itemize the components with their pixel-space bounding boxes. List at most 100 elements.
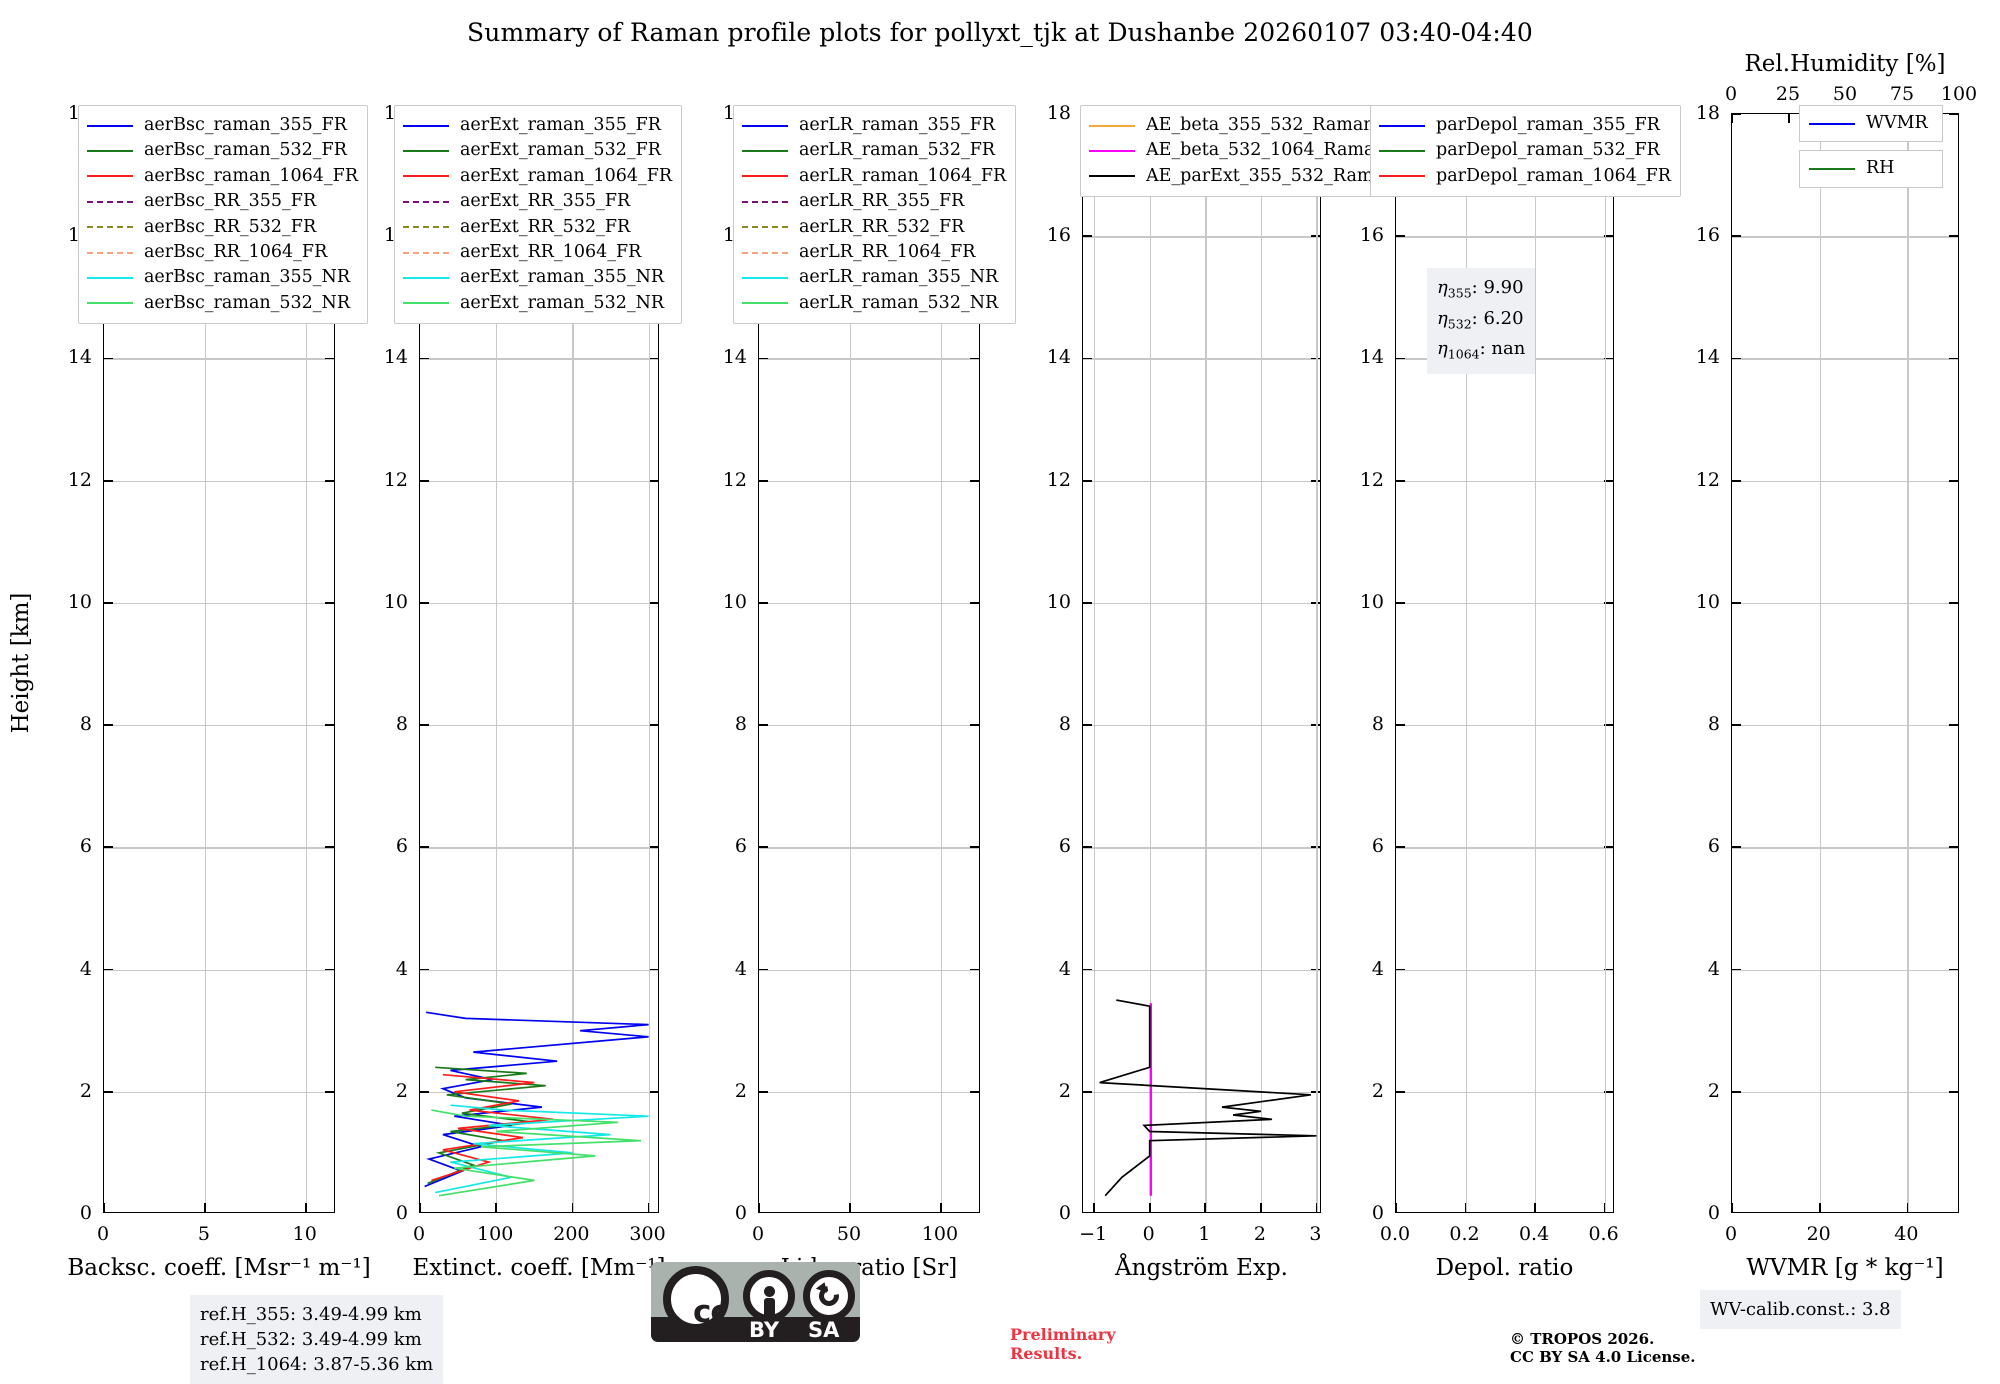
legend-item[interactable]: aerBsc_RR_1064_FR: [87, 240, 358, 265]
gridline-horizontal: [1732, 1091, 1958, 1094]
y-tick-mark: [649, 602, 658, 604]
legend-item[interactable]: aerLR_raman_532_FR: [742, 138, 1006, 163]
y-tick-mark: [104, 479, 113, 482]
y-tick-mark: [325, 602, 334, 604]
gridline-vertical: [572, 114, 574, 1212]
legend-label: aerExt_raman_355_NR: [460, 267, 665, 288]
x-tick-label: 5: [197, 1223, 210, 1245]
legend-item[interactable]: aerExt_raman_355_FR: [403, 113, 672, 138]
legend-item[interactable]: aerLR_raman_1064_FR: [742, 164, 1006, 189]
legend-item[interactable]: aerBsc_RR_355_FR: [87, 189, 358, 214]
gridline-vertical: [1260, 114, 1263, 1212]
gridline-horizontal: [1083, 602, 1320, 605]
y-tick-label: 14: [383, 346, 408, 369]
legend-line-swatch: [87, 124, 133, 127]
legend-item[interactable]: aerExt_RR_355_FR: [403, 189, 672, 214]
legend-item[interactable]: aerBsc_raman_355_NR: [87, 265, 358, 290]
gridline-horizontal: [104, 480, 334, 482]
legend-item[interactable]: aerBsc_RR_532_FR: [87, 215, 358, 240]
legend-item[interactable]: RH: [1799, 150, 1943, 188]
legend-item[interactable]: aerExt_raman_532_FR: [403, 138, 672, 163]
y-tick-label: 0: [1707, 1202, 1720, 1224]
legend-item[interactable]: AE_beta_355_532_Raman_FR: [1089, 113, 1429, 138]
x-tick-mark: [1260, 1203, 1262, 1212]
gridline-horizontal: [759, 969, 979, 971]
plot-panel-angstrom: 0 2 4 6 8 10 12 14 16 18 −1 0 1 2 3 Ångström Exp. AE_bet…: [1047, 102, 1536, 1281]
eta-subscript: 532: [1447, 316, 1472, 332]
eta-subscript: 1064: [1447, 346, 1480, 362]
legend-item[interactable]: aerBsc_raman_355_FR: [87, 113, 358, 138]
legend-item[interactable]: aerExt_raman_1064_FR: [403, 164, 672, 189]
legend-item[interactable]: parDepol_raman_1064_FR: [1379, 164, 1671, 189]
legend-item[interactable]: aerLR_raman_355_NR: [742, 265, 1006, 290]
legend-line-swatch: [403, 175, 449, 178]
y-tick-mark: [1083, 724, 1092, 726]
x-tick-mark-top: [1788, 114, 1790, 123]
legend-item[interactable]: WVMR: [1799, 105, 1943, 143]
preliminary-line-1: Preliminary: [1010, 1325, 1116, 1344]
eta-value: : 9.90: [1471, 277, 1524, 298]
y-tick-mark: [1083, 846, 1092, 849]
legend-label: aerBsc_raman_1064_FR: [144, 165, 358, 186]
legend-depol-ratio: parDepol_raman_355_FR parDepol_raman_532_…: [1370, 105, 1681, 198]
legend-item[interactable]: parDepol_raman_532_FR: [1379, 138, 1671, 163]
legend-item[interactable]: aerLR_raman_532_NR: [742, 291, 1006, 316]
y-tick-label: 14: [67, 346, 92, 369]
axis-title-angstrom: Ångström Exp.: [1115, 1255, 1288, 1281]
legend-item[interactable]: aerExt_raman_355_NR: [403, 265, 672, 290]
x-tick-mark: [1148, 1203, 1151, 1212]
legend-item[interactable]: aerBsc_raman_532_FR: [87, 138, 358, 163]
gridline-horizontal: [104, 602, 334, 605]
legend-item[interactable]: aerExt_raman_532_NR: [403, 291, 672, 316]
gridline-horizontal: [1083, 236, 1320, 238]
legend-item[interactable]: aerBsc_raman_532_NR: [87, 291, 358, 316]
legend-label: aerLR_raman_532_NR: [799, 292, 999, 313]
legend-item[interactable]: AE_parExt_355_532_Raman_FR: [1089, 164, 1429, 189]
legend-item[interactable]: parDepol_raman_355_FR: [1379, 113, 1671, 138]
x-tick-mark: [420, 1203, 421, 1212]
data-curves-extinction: [424, 1011, 649, 1197]
copyright-line-1: © TROPOS 2026.: [1510, 1330, 1655, 1348]
legend-label: aerExt_raman_532_FR: [460, 140, 661, 161]
gridline-horizontal: [1083, 480, 1320, 482]
y-tick-mark: [1949, 968, 1958, 971]
legend-item[interactable]: aerLR_RR_355_FR: [742, 189, 1006, 214]
legend-item[interactable]: aerLR_RR_532_FR: [742, 215, 1006, 240]
y-tick-label: 12: [1695, 468, 1720, 491]
legend-label: aerExt_RR_532_FR: [460, 216, 631, 237]
y-tick-mark: [1311, 357, 1320, 360]
legend-line-swatch: [742, 150, 788, 153]
legend-item[interactable]: AE_beta_532_1064_Raman_FR: [1089, 138, 1429, 163]
gridline-horizontal: [420, 1091, 658, 1094]
eta-value: : nan: [1479, 338, 1526, 360]
gridline-vertical: [1604, 114, 1606, 1212]
axis-title-top-wvmr: Rel.Humidity [%]: [1744, 51, 1946, 77]
legend-line-swatch: [742, 175, 788, 178]
y-tick-mark: [104, 968, 113, 971]
gridline-horizontal: [420, 602, 658, 605]
y-tick-label: 8: [79, 713, 92, 736]
legend-item[interactable]: aerExt_RR_1064_FR: [403, 240, 672, 265]
y-tick-label: 10: [722, 590, 747, 613]
x-tick-label-top: 75: [1889, 83, 1915, 105]
y-tick-mark: [1396, 968, 1405, 971]
y-tick-label: 10: [1695, 590, 1720, 613]
legend-item[interactable]: aerBsc_raman_1064_FR: [87, 164, 358, 189]
legend-line-swatch: [742, 302, 788, 305]
gridline-horizontal: [1732, 847, 1958, 849]
legend-line-swatch: [742, 251, 788, 254]
gridline-horizontal: [1083, 1091, 1320, 1094]
y-tick-label: 6: [79, 835, 92, 858]
y-tick-mark: [759, 602, 768, 604]
legend-label: aerLR_raman_532_FR: [799, 140, 996, 161]
gridline-horizontal: [104, 1091, 334, 1094]
y-tick-mark: [649, 724, 658, 726]
y-tick-mark: [1311, 846, 1320, 849]
y-axis-title: Height [km]: [8, 592, 34, 734]
legend-item[interactable]: aerLR_raman_355_FR: [742, 113, 1006, 138]
x-tick-label: 0.0: [1379, 1223, 1411, 1245]
y-tick-mark: [1311, 235, 1320, 238]
legend-item[interactable]: aerLR_RR_1064_FR: [742, 240, 1006, 265]
legend-item[interactable]: aerExt_RR_532_FR: [403, 215, 672, 240]
gridline-horizontal: [1083, 358, 1320, 360]
